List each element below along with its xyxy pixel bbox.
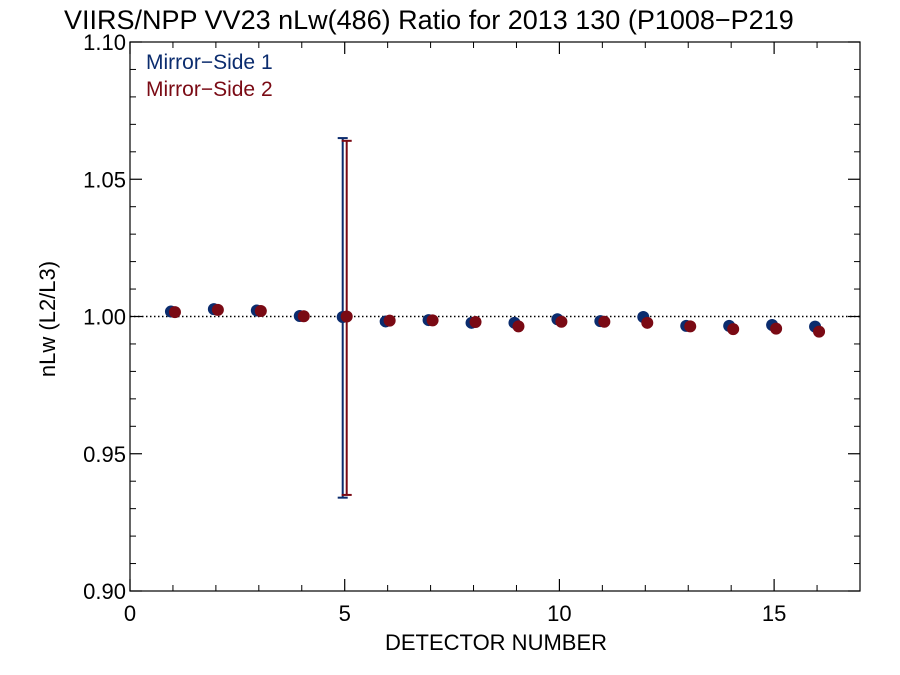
y-tick-label: 0.95 xyxy=(83,442,126,467)
data-point xyxy=(168,306,181,319)
data-point xyxy=(770,322,783,335)
x-tick-label: 15 xyxy=(762,601,786,626)
y-tick-label: 1.10 xyxy=(83,30,126,55)
y-tick-label: 1.00 xyxy=(83,305,126,330)
series-1 xyxy=(164,137,822,499)
x-tick-label: 5 xyxy=(339,601,351,626)
data-point xyxy=(813,325,826,338)
plot-area: 0 5 10 15 0.90 0.95 1.00 1.05 1.10 xyxy=(83,30,861,626)
y-axis-label: nLw (L2/L3) xyxy=(35,261,60,377)
legend-series-1: Mirror−Side 1 xyxy=(146,51,273,74)
x-axis-label: DETECTOR NUMBER xyxy=(385,630,607,655)
chart-title: VIIRS/NPP VV23 nLw(486) Ratio for 2013 1… xyxy=(64,5,794,35)
data-point xyxy=(684,320,697,333)
data-point xyxy=(598,315,611,328)
data-point xyxy=(254,305,267,318)
x-tick-label: 0 xyxy=(124,601,136,626)
data-point xyxy=(641,316,654,329)
data-point xyxy=(211,303,224,316)
y-tick-label: 0.90 xyxy=(83,579,126,604)
data-point xyxy=(512,320,525,333)
data-point xyxy=(297,310,310,323)
x-tick-label: 10 xyxy=(547,601,571,626)
data-point xyxy=(469,315,482,328)
data-point xyxy=(426,314,439,327)
series-2 xyxy=(168,139,826,496)
legend-series-2: Mirror−Side 2 xyxy=(146,78,273,101)
y-tick-label: 1.05 xyxy=(83,167,126,192)
data-point xyxy=(383,314,396,327)
data-point xyxy=(727,323,740,336)
data-point xyxy=(555,315,568,328)
